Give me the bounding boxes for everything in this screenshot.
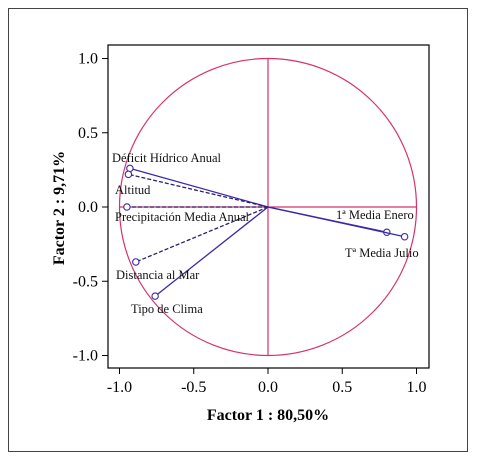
x-axis-title: Factor 1 : 80,50% (207, 407, 329, 424)
variable-point (400, 232, 409, 241)
y-tick-label: 1.0 (78, 51, 98, 68)
variable-label: Distancia al Mar (116, 268, 200, 282)
variable-label: Precipitación Media Anual (115, 210, 250, 224)
variable-label: Altitud (115, 183, 151, 197)
y-axis-title: Factor 2 : 9,71% (51, 151, 68, 265)
y-tick-label: -1.0 (73, 348, 98, 365)
variable-point (126, 164, 134, 173)
variable-label: 1ª Media Enero (336, 208, 414, 222)
variable-point (123, 203, 131, 211)
variable-label: Déficit Hídrico Anual (112, 151, 222, 165)
variable-point (151, 292, 159, 300)
x-tick-label: 1.0 (407, 379, 427, 396)
variable-label: Tipo de Clima (131, 302, 203, 316)
x-tick-label: -0.5 (181, 379, 206, 396)
x-tick-label: -1.0 (107, 379, 132, 396)
x-tick-label: 0.5 (332, 379, 352, 396)
x-tick-label: 0.0 (258, 379, 278, 396)
variable-vector (129, 167, 269, 208)
variable-vector (154, 206, 269, 297)
variable-point (124, 170, 133, 179)
y-tick-label: 0.0 (78, 199, 98, 216)
variable-label: Tª Media Julio (345, 246, 419, 260)
variable-point (132, 258, 140, 266)
variable-vector (267, 206, 405, 238)
y-tick-label: 0.5 (78, 125, 98, 142)
y-tick-label: -0.5 (73, 273, 98, 290)
